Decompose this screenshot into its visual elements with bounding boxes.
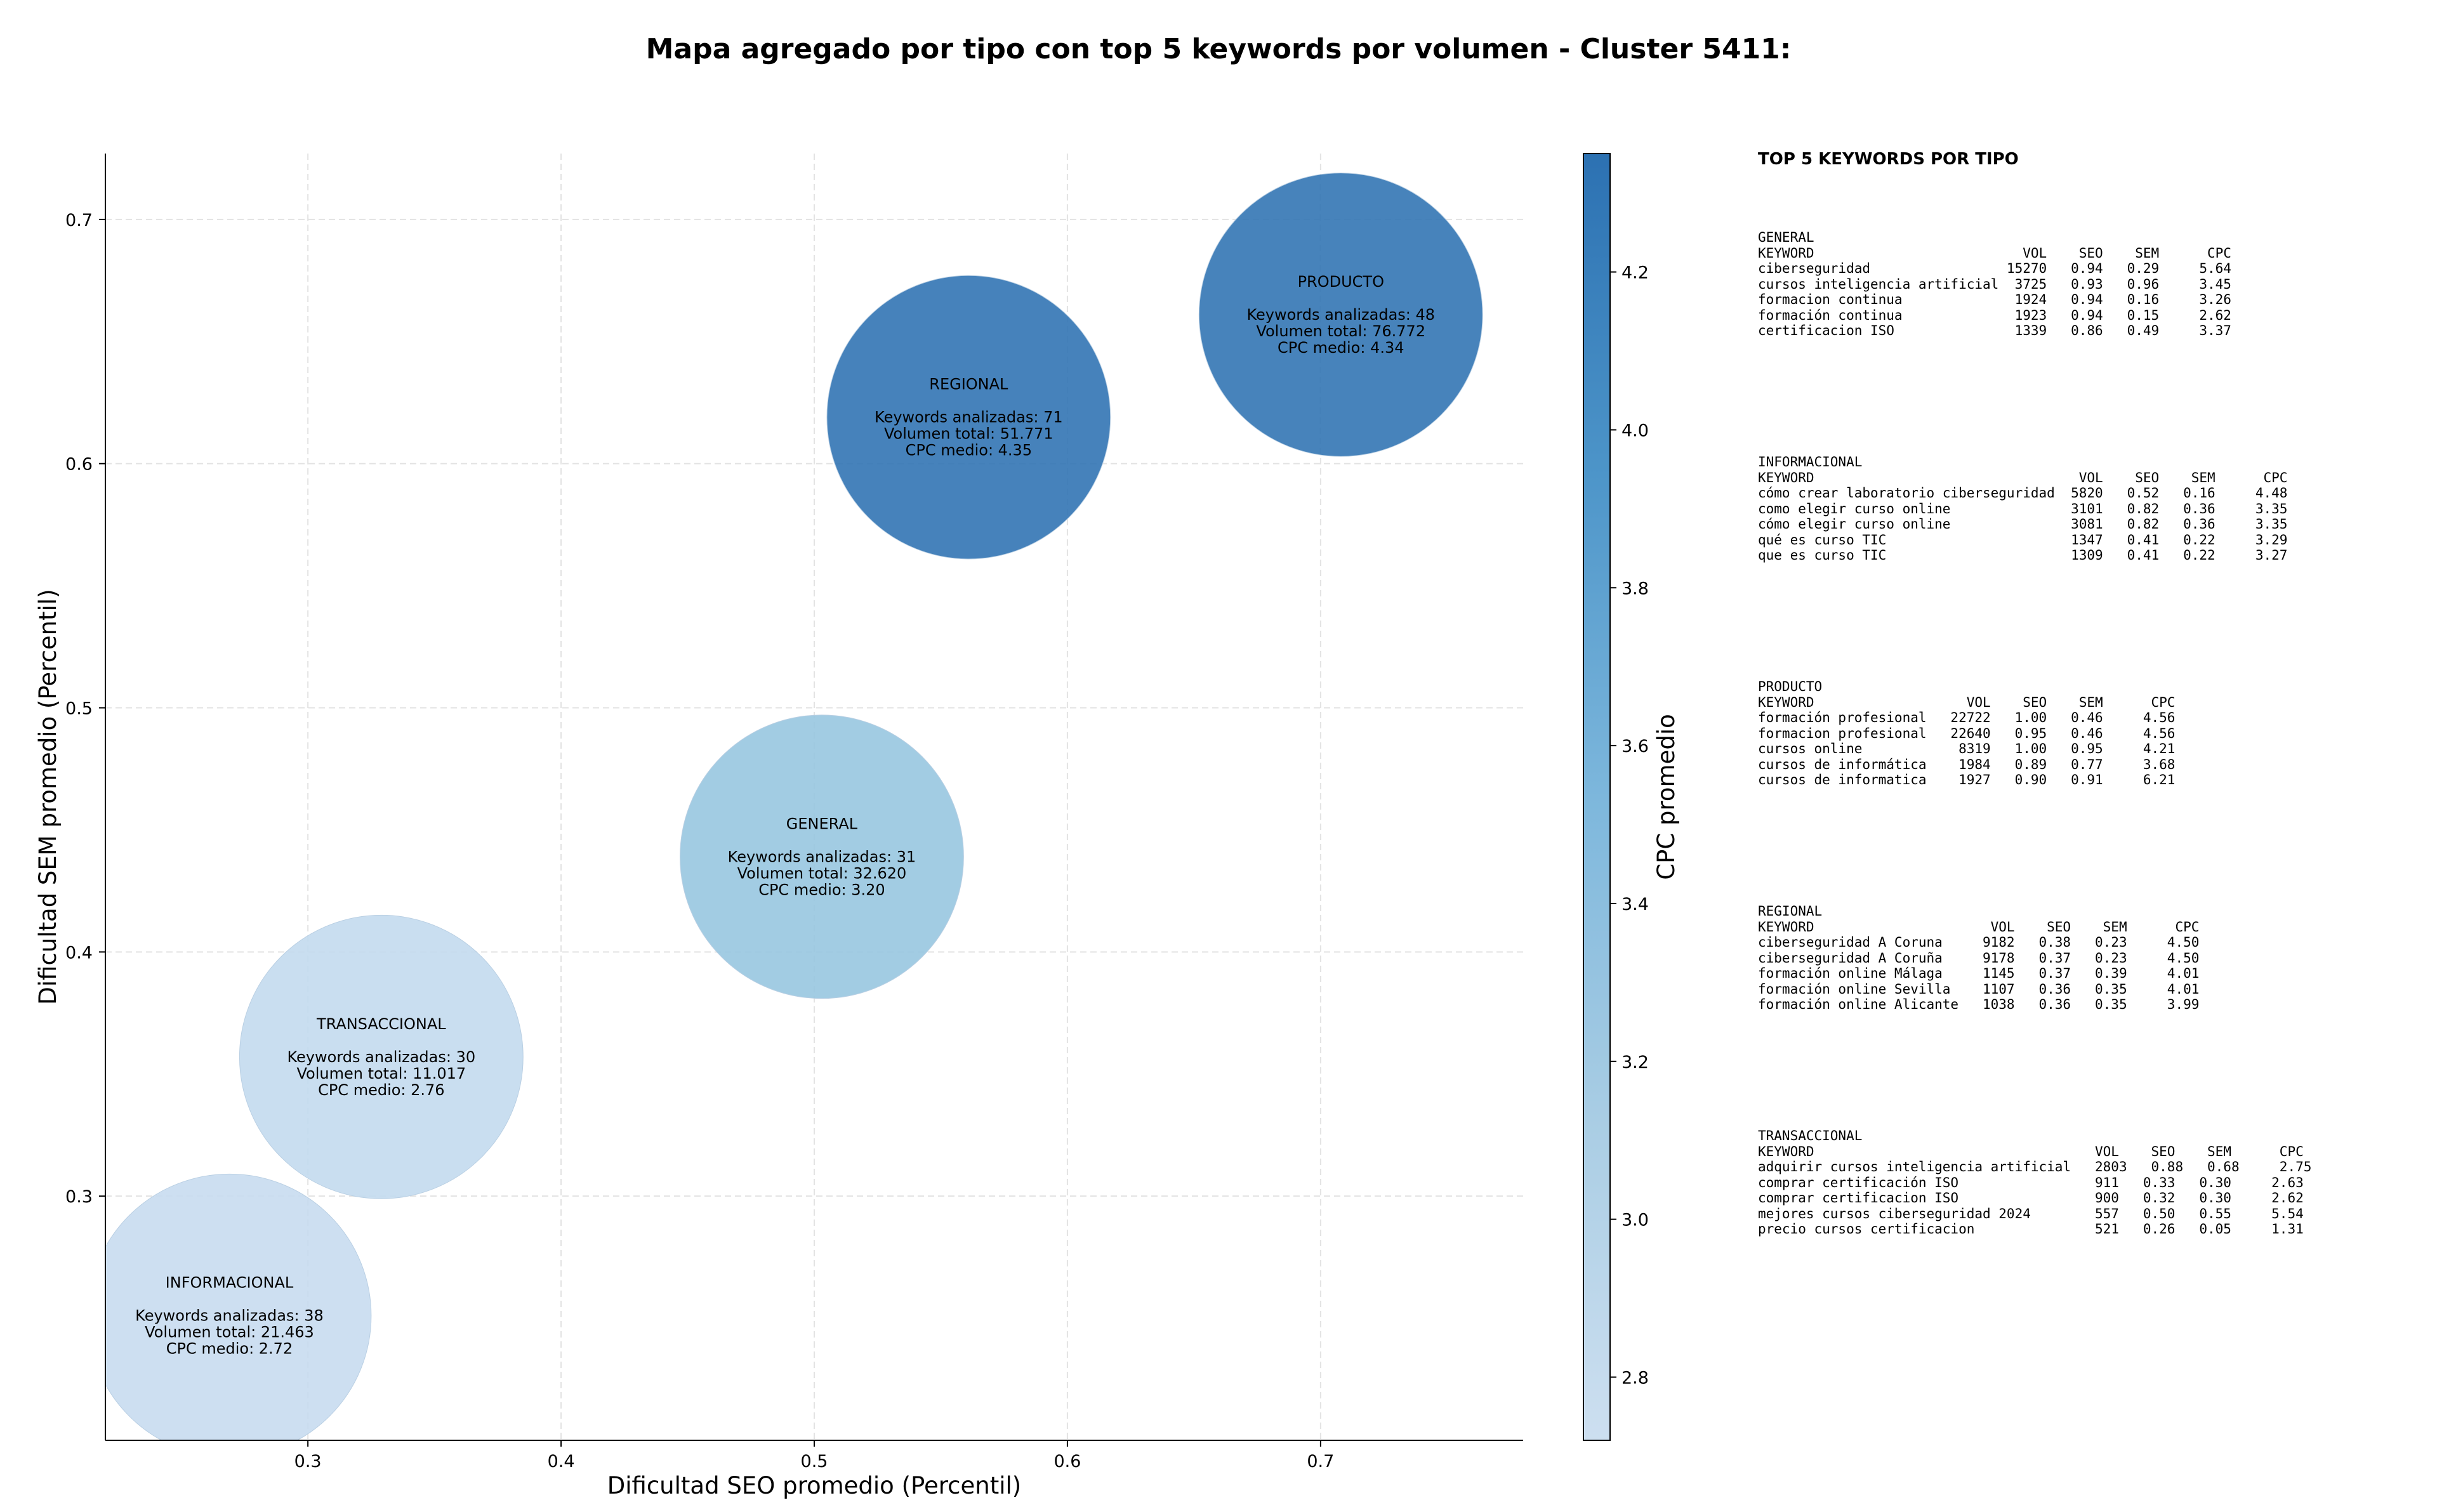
bubble-label: Volumen total: 11.017: [296, 1065, 466, 1082]
y-tick-label: 0.6: [65, 455, 93, 475]
bubble-informacional: INFORMACIONAL Keywords analizadas: 38Volu…: [105, 1173, 372, 1440]
top-keywords-panel: TOP 5 KEYWORDS POR TIPO GENERAL KEYWORD …: [1758, 150, 2418, 1237]
top-keywords-title: TOP 5 KEYWORDS POR TIPO: [1758, 150, 2019, 169]
colorbar-tick-label: 3.8: [1621, 579, 1649, 598]
colorbar-tick-label: 3.6: [1621, 737, 1649, 756]
bubble-circle: [1198, 173, 1483, 457]
bubble-label: CPC medio: 4.34: [1278, 339, 1404, 357]
y-tick-label: 0.4: [65, 943, 93, 963]
x-axis-label: Dificultad SEO promedio (Percentil): [607, 1472, 1021, 1499]
x-tick-label: 0.3: [294, 1452, 322, 1471]
colorbar-tick-label: 4.2: [1621, 263, 1649, 283]
bubble-label: Volumen total: 51.771: [884, 425, 1053, 443]
bubble-label: Keywords analizadas: 38: [135, 1307, 324, 1325]
bubble-circle: [826, 275, 1111, 560]
bubble-label: PRODUCTO: [1298, 273, 1384, 291]
colorbar-tick-label: 3.4: [1621, 895, 1649, 914]
bubble-transaccional: TRANSACCIONAL Keywords analizadas: 30Volu…: [239, 914, 524, 1199]
bubble-label: TRANSACCIONAL: [316, 1015, 446, 1033]
bubble-label: Volumen total: 21.463: [145, 1324, 314, 1341]
colorbar-tick-label: 4.0: [1621, 421, 1649, 440]
y-tick-label: 0.7: [65, 211, 93, 230]
y-tick-label: 0.5: [65, 699, 93, 719]
keywords-block-producto: PRODUCTO KEYWORD VOL SEO SEM CPC formaci…: [1758, 679, 2175, 788]
x-tick-label: 0.5: [801, 1452, 828, 1471]
bubble-label: Keywords analizadas: 31: [728, 848, 916, 865]
bubble-label: CPC medio: 4.35: [906, 442, 1033, 459]
chart-title: Mapa agregado por tipo con top 5 keyword…: [645, 33, 1792, 65]
bubble-label: INFORMACIONAL: [166, 1274, 294, 1292]
colorbar-tick-label: 3.0: [1621, 1211, 1649, 1230]
axes: 0.3 0.4 0.5 0.6 0.7 0.3 0.4 0.5 0.6 0.7: [65, 154, 1523, 1471]
keywords-block-regional: REGIONAL KEYWORD VOL SEO SEM CPC ciberse…: [1758, 904, 2199, 1013]
x-tick-label: 0.4: [548, 1452, 575, 1471]
bubble-label: Keywords analizadas: 48: [1246, 306, 1435, 324]
keywords-table-general: GENERAL KEYWORD VOL SEO SEM CPC ciberseg…: [1758, 230, 2231, 338]
colorbar: [1583, 153, 1611, 1441]
bubble-circle: [105, 1173, 372, 1440]
bubble-label: Volumen total: 76.772: [1256, 322, 1425, 340]
y-tick-label: 0.3: [65, 1187, 93, 1207]
bubble-label: Keywords analizadas: 30: [287, 1048, 476, 1066]
y-axis-label: Dificultad SEM promedio (Percentil): [34, 589, 62, 1004]
keywords-table-regional: REGIONAL KEYWORD VOL SEO SEM CPC ciberse…: [1758, 904, 2200, 1012]
keywords-table-transaccional: TRANSACCIONAL KEYWORD VOL SEO SEM CPC ad…: [1758, 1128, 2312, 1237]
colorbar-label: CPC promedio: [1653, 714, 1680, 879]
x-tick-label: 0.7: [1307, 1452, 1334, 1471]
keywords-block-general: GENERAL KEYWORD VOL SEO SEM CPC ciberseg…: [1758, 230, 2231, 339]
x-tick-label: 0.6: [1053, 1452, 1081, 1471]
bubble-label: Volumen total: 32.620: [737, 864, 907, 882]
keywords-block-transaccional: TRANSACCIONAL KEYWORD VOL SEO SEM CPC ad…: [1758, 1128, 2311, 1237]
bubble-circle: [680, 714, 964, 999]
colorbar-tick-label: 3.2: [1621, 1053, 1649, 1072]
bubble-label: CPC medio: 3.20: [758, 881, 885, 898]
bubble-label: Keywords analizadas: 71: [875, 409, 1063, 426]
keywords-table-informacional: INFORMACIONAL KEYWORD VOL SEO SEM CPC có…: [1758, 454, 2288, 563]
bubble-label: GENERAL: [786, 815, 858, 832]
colorbar-tick-label: 2.8: [1621, 1368, 1649, 1388]
colorbar-ticks: 2.8 3.0 3.2 3.4 3.6 3.8 4.0 4.2: [1610, 263, 1649, 1388]
bubble-label: REGIONAL: [929, 376, 1008, 393]
keywords-table-producto: PRODUCTO KEYWORD VOL SEO SEM CPC formaci…: [1758, 679, 2176, 787]
bubble-label: CPC medio: 2.76: [318, 1081, 445, 1099]
bubble-label: CPC medio: 2.72: [166, 1340, 293, 1358]
bubble-circle: [239, 914, 524, 1199]
keywords-block-informacional: INFORMACIONAL KEYWORD VOL SEO SEM CPC có…: [1758, 454, 2287, 563]
